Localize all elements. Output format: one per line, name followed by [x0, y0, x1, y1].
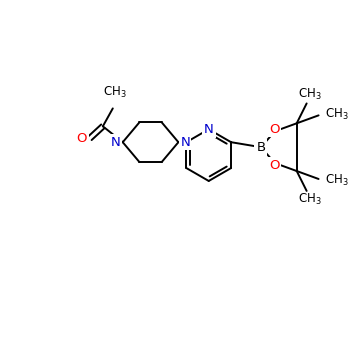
Text: N: N [204, 123, 214, 136]
Text: N: N [180, 136, 190, 149]
Text: CH$_3$: CH$_3$ [298, 87, 321, 102]
Text: O: O [77, 132, 87, 145]
Text: CH$_3$: CH$_3$ [324, 107, 348, 122]
Text: N: N [111, 136, 121, 149]
Text: B: B [256, 141, 266, 154]
Text: CH$_3$: CH$_3$ [298, 192, 321, 208]
Text: CH$_3$: CH$_3$ [324, 173, 348, 188]
Text: O: O [270, 159, 280, 172]
Text: O: O [270, 123, 280, 136]
Text: CH$_3$: CH$_3$ [103, 85, 127, 100]
